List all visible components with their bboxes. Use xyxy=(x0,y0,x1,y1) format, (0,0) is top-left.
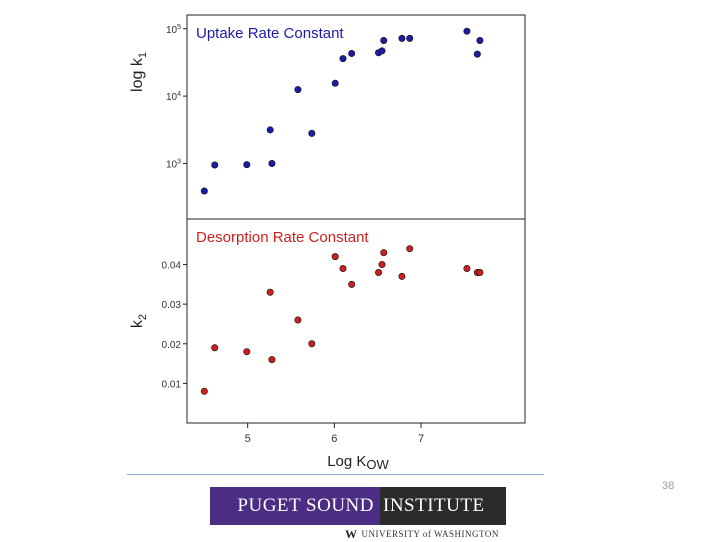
panel-title: Desorption Rate Constant xyxy=(196,229,369,246)
data-point xyxy=(331,253,339,261)
data-point xyxy=(294,86,302,94)
footer-divider xyxy=(127,474,544,475)
uw-w-icon: W xyxy=(345,526,358,541)
data-point xyxy=(339,55,347,63)
data-point xyxy=(378,261,386,269)
data-point xyxy=(476,268,484,276)
logo-right-text: INSTITUTE xyxy=(380,487,506,525)
data-point xyxy=(243,161,251,169)
data-point xyxy=(473,50,481,58)
data-point xyxy=(380,36,388,44)
data-point xyxy=(398,34,406,42)
data-point xyxy=(200,387,208,395)
data-point xyxy=(463,27,471,35)
page-number: 38 xyxy=(662,480,675,492)
data-point xyxy=(380,249,388,257)
data-point xyxy=(375,268,383,276)
data-point xyxy=(266,126,274,134)
data-point xyxy=(331,79,339,87)
y-axis-label: k2 xyxy=(129,314,149,328)
uw-text: UNIVERSITY of WASHINGTON xyxy=(361,529,499,539)
data-point xyxy=(476,36,484,44)
data-point xyxy=(211,161,219,169)
data-point xyxy=(406,245,414,253)
data-point xyxy=(200,187,208,195)
y-tick-label: 104 xyxy=(166,91,181,103)
x-tick-label: 6 xyxy=(331,433,337,445)
data-point xyxy=(348,280,356,288)
data-point xyxy=(268,159,276,167)
y-tick-label: 0.01 xyxy=(162,379,182,390)
y-tick-label: 105 xyxy=(166,24,181,36)
puget-sound-institute-logo: PUGET SOUND INSTITUTE xyxy=(210,487,506,525)
data-point xyxy=(211,344,219,352)
data-point xyxy=(294,316,302,324)
x-tick-label: 5 xyxy=(245,433,251,445)
panel-title: Uptake Rate Constant xyxy=(196,25,344,42)
scatter-chart: Uptake Rate Constant 103 104 105 log k1 Desor… xyxy=(129,14,526,472)
y-axis-label: log k1 xyxy=(129,52,149,92)
y-tick-label: 0.02 xyxy=(162,340,182,351)
data-point xyxy=(398,272,406,280)
data-point xyxy=(378,47,386,55)
logo-left-text: PUGET SOUND xyxy=(210,487,380,525)
data-point xyxy=(266,288,274,296)
x-tick-label: 7 xyxy=(418,433,424,445)
y-tick-label: 103 xyxy=(166,158,181,170)
data-point xyxy=(308,340,316,348)
data-point xyxy=(406,34,414,42)
y-tick-label: 0.03 xyxy=(162,300,182,311)
data-point xyxy=(243,348,251,356)
y-tick-label: 0.04 xyxy=(162,261,182,272)
data-point xyxy=(268,356,276,364)
data-point xyxy=(339,265,347,273)
data-point xyxy=(463,265,471,273)
data-point xyxy=(348,49,356,57)
uw-wordmark: W UNIVERSITY of WASHINGTON xyxy=(345,526,499,541)
data-point xyxy=(308,129,316,137)
x-axis-label: Log KOW xyxy=(327,453,389,472)
